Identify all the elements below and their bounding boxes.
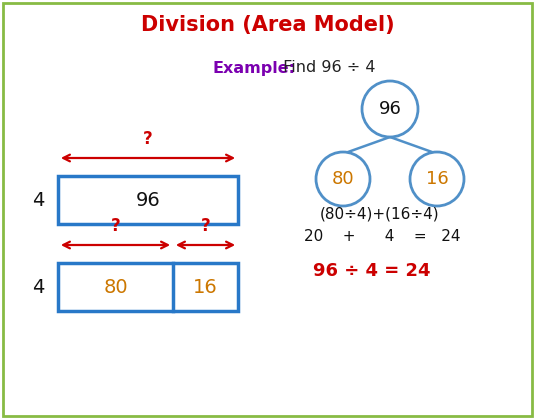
Text: Example:: Example: [212,60,295,75]
Text: 80: 80 [332,170,354,188]
Text: 80: 80 [103,277,128,297]
Text: 96 ÷ 4 = 24: 96 ÷ 4 = 24 [314,262,431,280]
Circle shape [410,152,464,206]
Text: 4: 4 [32,191,44,210]
Circle shape [362,81,418,137]
Text: Division (Area Model): Division (Area Model) [141,15,394,35]
Text: 16: 16 [426,170,448,188]
Text: Find 96 ÷ 4: Find 96 ÷ 4 [278,60,375,75]
Text: ?: ? [201,217,210,235]
Text: 20    +      4    =   24: 20 + 4 = 24 [304,228,460,243]
Bar [58,176,238,224]
Text: 4: 4 [32,277,44,297]
Text: ?: ? [143,130,153,148]
Text: 96: 96 [136,191,160,210]
Text: 16: 16 [193,277,218,297]
Text: 96: 96 [379,100,401,118]
Text: ?: ? [111,217,120,235]
Bar [58,263,238,311]
Circle shape [316,152,370,206]
Text: (80÷4)+(16÷4): (80÷4)+(16÷4) [320,207,440,222]
